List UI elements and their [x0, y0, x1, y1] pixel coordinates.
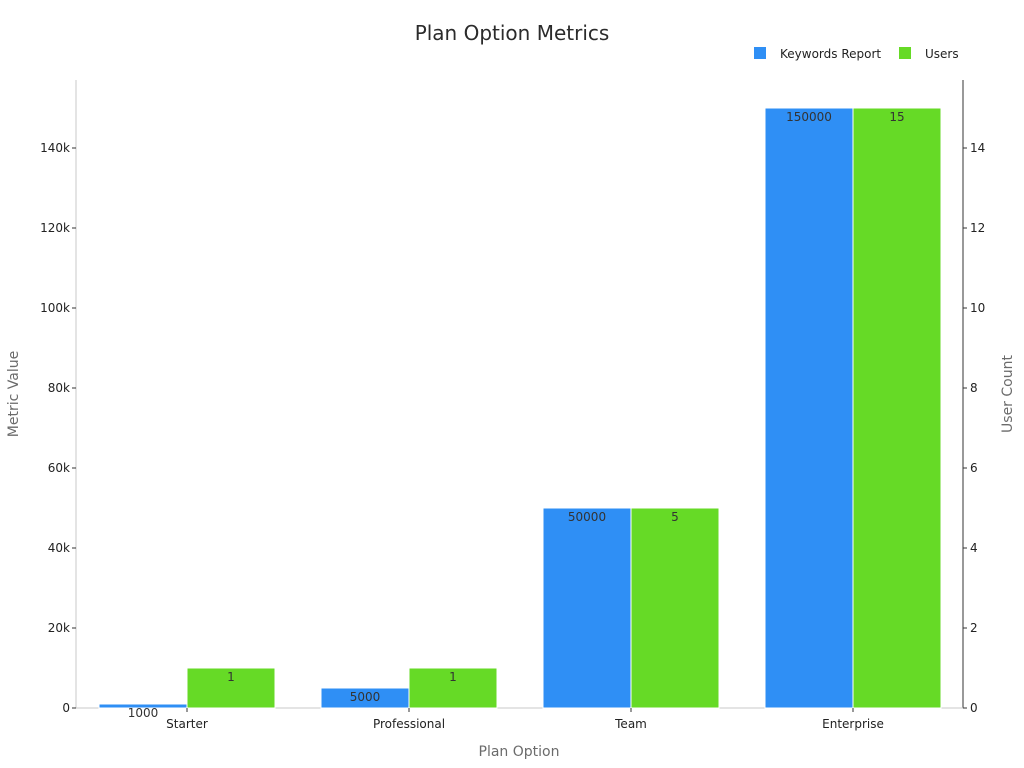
left-tick-label: 60k: [48, 461, 70, 475]
right-tick-label: 2: [970, 621, 978, 635]
data-label: 1: [227, 670, 235, 684]
right-tick-label: 10: [970, 301, 985, 315]
right-tick-label: 14: [970, 141, 985, 155]
left-tick-label: 0: [62, 701, 70, 715]
legend: Keywords Report Users: [754, 47, 959, 61]
right-tick-label: 0: [970, 701, 978, 715]
left-tick-label: 140k: [40, 141, 70, 155]
left-tick-label: 120k: [40, 221, 70, 235]
x-tick-label: Professional: [373, 717, 445, 731]
left-tick-label: 100k: [40, 301, 70, 315]
right-axis-title: User Count: [1000, 355, 1016, 433]
right-tick-label: 4: [970, 541, 978, 555]
right-tick-label: 6: [970, 461, 978, 475]
legend-swatch-users: [899, 47, 911, 59]
legend-label-users: Users: [925, 47, 959, 61]
legend-swatch-keywords-report: [754, 47, 766, 59]
left-tick-label: 20k: [48, 621, 70, 635]
bar-keywords-report-enterprise: [764, 107, 854, 709]
x-tick-label: Starter: [166, 717, 208, 731]
data-label: 5: [671, 510, 679, 524]
data-label: 1: [449, 670, 457, 684]
data-label: 15: [889, 110, 904, 124]
data-label: 150000: [786, 110, 832, 124]
x-tick-label: Enterprise: [822, 717, 884, 731]
left-tick-label: 80k: [48, 381, 70, 395]
left-tick-label: 40k: [48, 541, 70, 555]
data-label: 50000: [568, 510, 606, 524]
bar-users-team: [630, 507, 720, 709]
x-ticks-group: Starter Professional Team Enterprise: [166, 708, 884, 731]
left-ticks-group: 0 20k 40k 60k 80k 100k 120k 140k: [40, 141, 76, 715]
left-axis-title: Metric Value: [6, 351, 22, 437]
data-label: 5000: [350, 690, 381, 704]
bar-users-enterprise: [852, 107, 942, 709]
bar-keywords-report-team: [542, 507, 632, 709]
right-ticks-group: 0 2 4 6 8 10 12 14: [963, 141, 985, 715]
legend-label-keywords-report: Keywords Report: [780, 47, 881, 61]
right-tick-label: 12: [970, 221, 985, 235]
bar-users-professional: [408, 667, 498, 709]
data-label: 1000: [128, 706, 159, 720]
x-axis-title: Plan Option: [479, 744, 560, 760]
right-tick-label: 8: [970, 381, 978, 395]
bar-users-starter: [186, 667, 276, 709]
chart-title: Plan Option Metrics: [415, 21, 610, 45]
x-tick-label: Team: [614, 717, 647, 731]
